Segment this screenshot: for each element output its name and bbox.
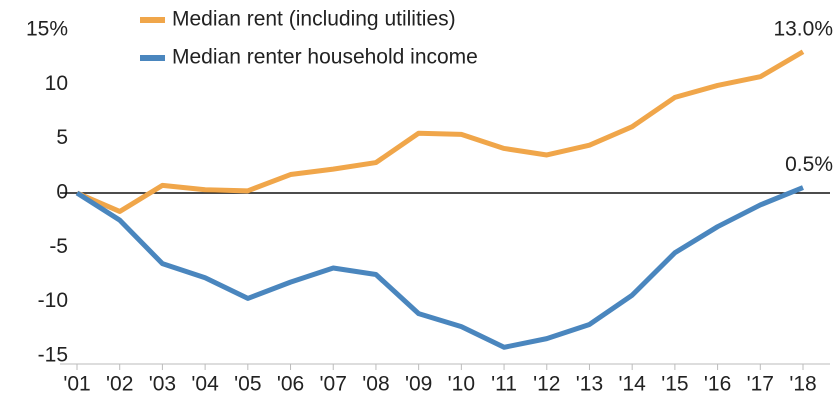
x-tick-label: '04: [191, 373, 219, 396]
y-tick-label: 10: [45, 72, 68, 95]
x-tick-label: '09: [405, 373, 432, 396]
y-tick-label: -15: [38, 344, 68, 367]
x-tick-label: '08: [362, 373, 389, 396]
value-label: 0.5%: [785, 153, 833, 176]
y-tick-label: 0: [56, 181, 68, 204]
x-tick-label: '10: [448, 373, 475, 396]
legend-label: Median rent (including utilities): [172, 8, 456, 31]
x-tick-label: '02: [106, 373, 133, 396]
x-tick-label: '01: [63, 373, 90, 396]
x-tick-label: '05: [234, 373, 261, 396]
x-tick-label: '12: [533, 373, 560, 396]
x-tick-label: '03: [149, 373, 176, 396]
x-tick-label: '15: [661, 373, 688, 396]
y-tick-label: 15%: [26, 18, 68, 41]
y-tick-label: -10: [38, 289, 68, 312]
series-line: [75, 185, 804, 350]
y-tick-label: 5: [56, 126, 68, 149]
series-line: [76, 49, 805, 214]
x-tick-label: '17: [747, 373, 774, 396]
x-tick-label: '06: [277, 373, 304, 396]
x-tick-label: '11: [491, 373, 517, 396]
x-tick-label: '13: [576, 373, 603, 396]
y-tick-label: -5: [49, 235, 68, 258]
x-tick-label: '16: [704, 373, 731, 396]
value-label: 13.0%: [773, 17, 833, 40]
x-tick-label: '18: [789, 373, 816, 396]
legend-label: Median renter household income: [172, 46, 478, 69]
x-tick-label: '07: [320, 373, 347, 396]
x-tick-label: '14: [618, 373, 646, 396]
